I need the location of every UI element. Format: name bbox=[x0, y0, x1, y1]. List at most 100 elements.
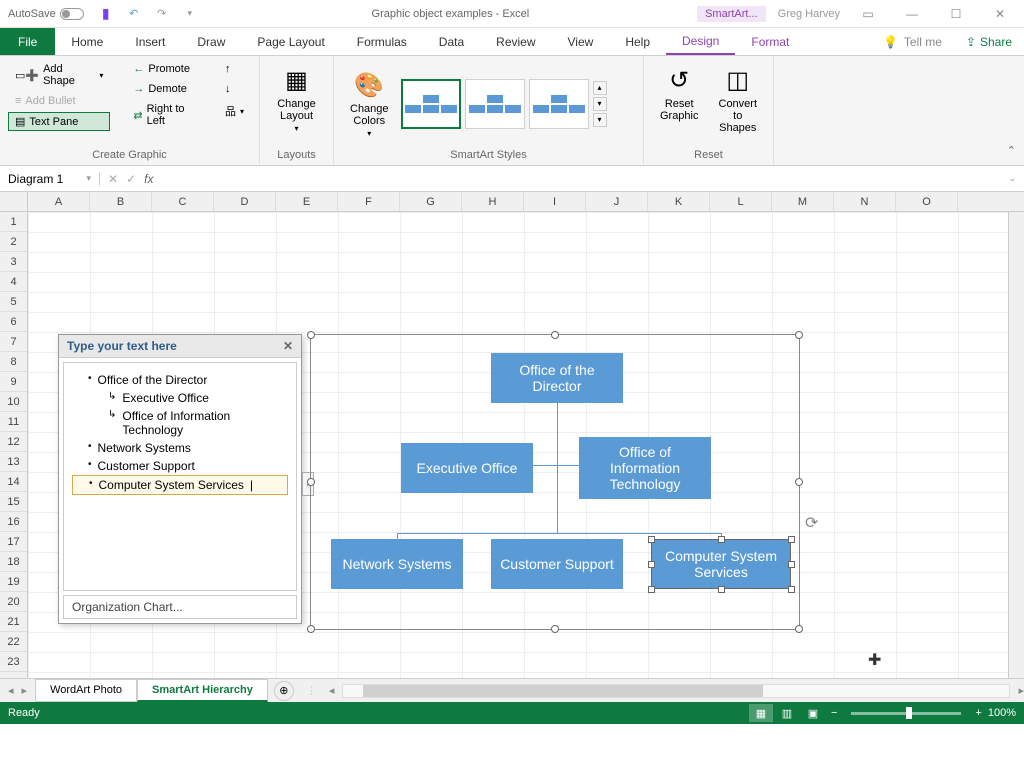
smartart-style-gallery[interactable]: ▴ ▾ ▾ bbox=[401, 79, 607, 129]
add-sheet-button[interactable]: ⊕ bbox=[274, 681, 294, 701]
row-header[interactable]: 16 bbox=[0, 512, 27, 532]
tab-format[interactable]: Format bbox=[735, 28, 805, 55]
normal-view-icon[interactable]: ▦ bbox=[749, 704, 773, 722]
row-header[interactable]: 7 bbox=[0, 332, 27, 352]
resize-handle[interactable] bbox=[795, 331, 803, 339]
column-header[interactable]: M bbox=[772, 192, 834, 211]
resize-handle[interactable] bbox=[551, 331, 559, 339]
column-header[interactable]: D bbox=[214, 192, 276, 211]
row-header[interactable]: 14 bbox=[0, 472, 27, 492]
change-layout-button[interactable]: ▦ Change Layout ▾ bbox=[269, 60, 324, 137]
row-header[interactable]: 1 bbox=[0, 212, 27, 232]
vertical-scrollbar[interactable] bbox=[1008, 212, 1024, 678]
row-header[interactable]: 9 bbox=[0, 372, 27, 392]
tab-data[interactable]: Data bbox=[423, 28, 480, 55]
tab-formulas[interactable]: Formulas bbox=[341, 28, 423, 55]
tab-home[interactable]: Home bbox=[55, 28, 119, 55]
hscroll-left-icon[interactable]: ◂ bbox=[329, 684, 335, 697]
resize-handle[interactable] bbox=[307, 625, 315, 633]
text-pane-item[interactable]: ↳Executive Office bbox=[72, 389, 288, 407]
expand-formula-icon[interactable]: ⌄ bbox=[1000, 173, 1024, 184]
column-header[interactable]: H bbox=[462, 192, 524, 211]
close-icon[interactable]: ✕ bbox=[984, 4, 1016, 24]
resize-handle[interactable] bbox=[551, 625, 559, 633]
save-icon[interactable]: ▮ bbox=[98, 6, 114, 22]
row-header[interactable]: 15 bbox=[0, 492, 27, 512]
column-header[interactable]: E bbox=[276, 192, 338, 211]
resize-handle[interactable] bbox=[307, 331, 315, 339]
row-header[interactable]: 2 bbox=[0, 232, 27, 252]
org-box-computer[interactable]: Computer System Services bbox=[651, 539, 791, 589]
tab-view[interactable]: View bbox=[552, 28, 610, 55]
column-header[interactable]: A bbox=[28, 192, 90, 211]
demote-button[interactable]: → Demote bbox=[126, 80, 208, 98]
cells[interactable]: Type your text here ✕ •Office of the Dir… bbox=[28, 212, 1008, 678]
tab-draw[interactable]: Draw bbox=[181, 28, 241, 55]
sheet-nav-next-icon[interactable]: ▸ bbox=[22, 684, 28, 697]
resize-handle[interactable] bbox=[788, 561, 795, 568]
rtl-button[interactable]: ⇄ Right to Left bbox=[126, 100, 208, 130]
column-header[interactable]: L bbox=[710, 192, 772, 211]
text-pane-item[interactable]: •Office of the Director bbox=[72, 371, 288, 389]
tab-page-layout[interactable]: Page Layout bbox=[241, 28, 340, 55]
tell-me[interactable]: 💡 Tell me bbox=[871, 28, 954, 55]
horizontal-scrollbar[interactable] bbox=[342, 684, 1010, 698]
ribbon-display-icon[interactable]: ▭ bbox=[852, 4, 884, 24]
zoom-slider[interactable] bbox=[851, 712, 961, 715]
row-header[interactable]: 13 bbox=[0, 452, 27, 472]
row-header[interactable]: 3 bbox=[0, 252, 27, 272]
layout-dropdown-button[interactable]: 品▾ bbox=[218, 100, 251, 122]
hscroll-right-icon[interactable]: ▸ bbox=[1018, 684, 1024, 697]
cancel-icon[interactable]: ✕ bbox=[108, 172, 118, 186]
row-header[interactable]: 4 bbox=[0, 272, 27, 292]
gallery-down-icon[interactable]: ▾ bbox=[593, 97, 607, 111]
qat-dropdown-icon[interactable]: ▾ bbox=[182, 6, 198, 22]
zoom-out-icon[interactable]: − bbox=[831, 707, 837, 719]
org-box-customer[interactable]: Customer Support bbox=[491, 539, 623, 589]
reset-graphic-button[interactable]: ↺ Reset Graphic bbox=[652, 60, 707, 126]
row-header[interactable]: 18 bbox=[0, 552, 27, 572]
move-up-button[interactable]: ↑ bbox=[218, 60, 251, 78]
row-header[interactable]: 19 bbox=[0, 572, 27, 592]
fx-icon[interactable]: fx bbox=[144, 172, 159, 186]
column-header[interactable]: I bbox=[524, 192, 586, 211]
tab-review[interactable]: Review bbox=[480, 28, 551, 55]
row-header[interactable]: 22 bbox=[0, 632, 27, 652]
resize-handle[interactable] bbox=[718, 536, 725, 543]
row-header[interactable]: 17 bbox=[0, 532, 27, 552]
share-button[interactable]: ⇪ Share bbox=[954, 28, 1024, 55]
resize-handle[interactable] bbox=[307, 478, 315, 486]
move-down-button[interactable]: ↓ bbox=[218, 80, 251, 98]
column-header[interactable]: J bbox=[586, 192, 648, 211]
resize-handle[interactable] bbox=[795, 625, 803, 633]
change-colors-button[interactable]: 🎨 Change Colors ▾ bbox=[342, 65, 397, 142]
add-shape-button[interactable]: ▭➕ Add Shape ▾ bbox=[8, 60, 110, 90]
row-header[interactable]: 5 bbox=[0, 292, 27, 312]
column-header[interactable]: G bbox=[400, 192, 462, 211]
dropdown-icon[interactable]: ▾ bbox=[86, 173, 91, 184]
worksheet-grid[interactable]: 1234567891011121314151617181920212223 Ty… bbox=[0, 212, 1024, 678]
sheet-nav-prev-icon[interactable]: ◂ bbox=[8, 684, 14, 697]
org-box-director[interactable]: Office of the Director bbox=[491, 353, 623, 403]
enter-icon[interactable]: ✓ bbox=[126, 172, 136, 186]
rotate-handle-icon[interactable]: ⟳ bbox=[805, 513, 823, 531]
row-header[interactable]: 20 bbox=[0, 592, 27, 612]
org-box-network[interactable]: Network Systems bbox=[331, 539, 463, 589]
style-item[interactable] bbox=[401, 79, 461, 129]
sheet-tab[interactable]: SmartArt Hierarchy bbox=[137, 679, 268, 702]
tab-design[interactable]: Design bbox=[666, 28, 735, 55]
tab-insert[interactable]: Insert bbox=[119, 28, 181, 55]
row-header[interactable]: 6 bbox=[0, 312, 27, 332]
row-header[interactable]: 23 bbox=[0, 652, 27, 672]
resize-handle[interactable] bbox=[788, 586, 795, 593]
text-pane-button[interactable]: ▤ Text Pane bbox=[8, 112, 110, 131]
name-box[interactable]: Diagram 1 ▾ bbox=[0, 172, 100, 186]
text-pane-item[interactable]: •Network Systems bbox=[72, 439, 288, 457]
row-header[interactable]: 12 bbox=[0, 432, 27, 452]
org-box-exec[interactable]: Executive Office bbox=[401, 443, 533, 493]
text-pane-item[interactable]: •Customer Support bbox=[72, 457, 288, 475]
tab-help[interactable]: Help bbox=[609, 28, 666, 55]
gallery-more-icon[interactable]: ▾ bbox=[593, 113, 607, 127]
gallery-up-icon[interactable]: ▴ bbox=[593, 81, 607, 95]
resize-handle[interactable] bbox=[648, 561, 655, 568]
